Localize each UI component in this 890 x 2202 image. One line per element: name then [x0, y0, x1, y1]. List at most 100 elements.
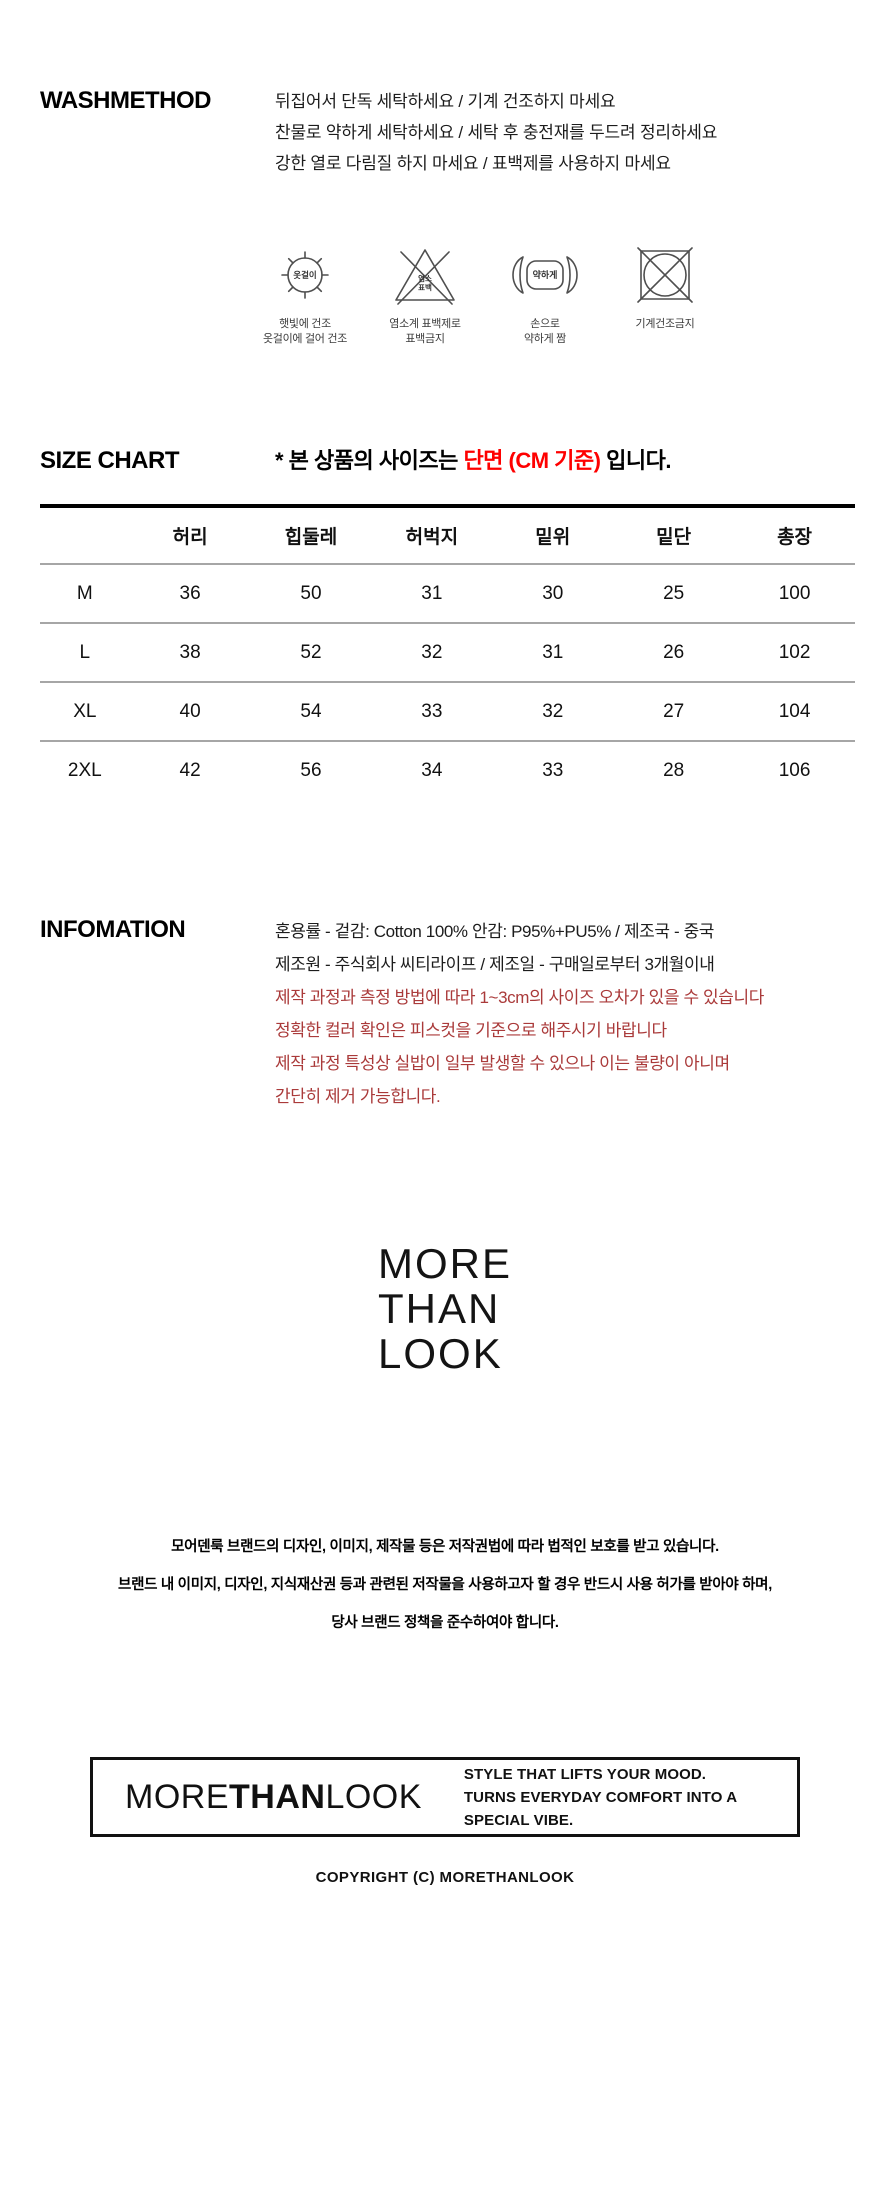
column-header-rise: 밑위 — [492, 506, 614, 565]
no-bleach-caption-line-1: 염소계 표백제로 — [389, 318, 461, 330]
size-label: 2XL — [67, 759, 102, 781]
no-bleach-icon-label-1: 염소 — [418, 273, 432, 283]
measure-cell: 40 — [179, 700, 201, 722]
measure-cell: 27 — [663, 700, 685, 722]
wordmark-line-more: MORE — [378, 1240, 512, 1287]
sun-dry-caption: 햇빛에 건조 옷걸이에 걸어 건조 — [245, 317, 365, 347]
column-header-hip: 힙둘레 — [250, 506, 372, 565]
info-warning-line-3: 제작 과정 특성상 실밥이 일부 발생할 수 있으나 이는 불량이 아니며 — [275, 1054, 730, 1073]
size-chart-note-red: 단면 (CM 기준) — [463, 448, 601, 473]
wash-method-heading: WASHMETHOD — [40, 87, 212, 114]
size-label: M — [76, 582, 93, 604]
sun-dry-caption-line-1: 햇빛에 건조 — [279, 318, 331, 330]
no-chlorine-bleach-icon: 염소 표백 — [395, 249, 455, 305]
table-row-l: L 38 52 32 31 26 102 — [40, 623, 855, 682]
hand-wring-gently-icon: 약하게 — [512, 256, 578, 294]
size-label: L — [79, 641, 91, 663]
sun-dry-icon-label: 옷걸이 — [293, 270, 316, 280]
measure-cell: 104 — [778, 700, 811, 722]
wash-instructions: 뒤집어서 단독 세탁하세요 / 기계 건조하지 마세요 찬물로 약하게 세탁하세… — [275, 86, 717, 179]
column-header-length: 총장 — [734, 506, 855, 565]
measure-cell: 31 — [542, 641, 564, 663]
brand-tagline-line-1: STYLE THAT LIFTS YOUR MOOD. — [463, 1765, 707, 1783]
wring-gently-caption-line-2: 약하게 짬 — [523, 333, 567, 345]
legal-line-2: 브랜드 내 이미지, 디자인, 지식재산권 등과 관련된 저작물을 사용하고자 … — [118, 1577, 772, 1593]
size-chart-heading: SIZE CHART — [40, 447, 180, 474]
information-heading-col: INFOMATION — [0, 915, 275, 945]
sun-dry-icon: 옷걸이 — [281, 251, 329, 299]
info-warning-line-2: 정확한 컬러 확인은 피스컷을 기준으로 해주시기 바랍니다 — [275, 1021, 667, 1040]
measure-cell: 26 — [663, 641, 685, 663]
wash-instruction-line-2: 찬물로 약하게 세탁하세요 / 세탁 후 충전재를 두드려 정리하세요 — [275, 123, 718, 142]
size-chart-table: 허리 힙둘레 허벅지 밑위 밑단 총장 M 36 50 31 30 25 100… — [40, 504, 855, 799]
measure-cell: 106 — [778, 759, 811, 781]
info-composition-line: 혼용률 - 겉감: Cotton 100% 안감: P95%+PU5% / 제조… — [275, 922, 715, 941]
legal-line-1: 모어덴룩 브랜드의 디자인, 이미지, 제작물 등은 저작권법에 따라 법적인 … — [171, 1539, 719, 1555]
measure-cell: 38 — [179, 641, 201, 663]
measure-cell: 54 — [300, 700, 322, 722]
size-chart-section: SIZE CHART * 본 상품의 사이즈는 단면 (CM 기준) 입니다. — [0, 443, 890, 476]
wash-method-heading-col: WASHMETHOD — [0, 86, 275, 116]
wring-gently-icon-label: 약하게 — [533, 269, 558, 280]
wash-method-section: WASHMETHOD 뒤집어서 단독 세탁하세요 / 기계 건조하지 마세요 찬… — [0, 86, 890, 179]
legal-line-3: 당사 브랜드 정책을 준수하여야 합니다. — [331, 1615, 559, 1631]
size-label: XL — [73, 700, 97, 722]
no-bleach-caption: 염소계 표백제로 표백금지 — [365, 317, 485, 347]
laundry-symbols-row: 옷걸이 햇빛에 건조 옷걸이에 걸어 건조 염소 표백 염소계 표백제로 표백금… — [245, 243, 890, 347]
measure-cell: 34 — [421, 759, 443, 781]
info-warning-line-4: 간단히 제거 가능합니다. — [275, 1087, 441, 1106]
brand-tagline: STYLE THAT LIFTS YOUR MOOD. TURNS EVERYD… — [464, 1763, 797, 1832]
information-heading: INFOMATION — [40, 916, 186, 943]
measure-cell: 25 — [663, 582, 685, 604]
size-chart-table-body: M 36 50 31 30 25 100 L 38 52 32 31 26 10… — [40, 564, 855, 799]
size-chart-note: * 본 상품의 사이즈는 단면 (CM 기준) 입니다. — [275, 443, 671, 475]
information-section: INFOMATION 혼용률 - 겉감: Cotton 100% 안감: P95… — [0, 915, 890, 1113]
wordmark-line-than: THAN — [378, 1285, 501, 1332]
measure-cell: 28 — [663, 759, 685, 781]
measure-cell: 33 — [421, 700, 443, 722]
wordmark-line-look: LOOK — [378, 1330, 503, 1377]
size-chart-table-head: 허리 힙둘레 허벅지 밑위 밑단 총장 — [40, 506, 855, 565]
laundry-symbol-no-tumble-dry: 기계건조금지 — [605, 243, 725, 347]
info-manufacturer-line: 제조원 - 주식회사 씨티라이프 / 제조일 - 구매일로부터 3개월이내 — [275, 955, 715, 974]
brand-wordmark-wrap: MORE THAN LOOK — [0, 1241, 890, 1376]
sun-dry-caption-line-2: 옷걸이에 걸어 건조 — [262, 333, 348, 345]
column-header-waist: 허리 — [129, 506, 251, 565]
size-chart-header-row: 허리 힙둘레 허벅지 밑위 밑단 총장 — [40, 506, 855, 565]
measure-cell: 36 — [179, 582, 201, 604]
no-tumble-dry-caption: 기계건조금지 — [605, 317, 725, 332]
brand-logo-text: MORETHANLOOK — [125, 1778, 422, 1817]
wash-instruction-line-1: 뒤집어서 단독 세탁하세요 / 기계 건조하지 마세요 — [275, 92, 616, 111]
brand-wordmark: MORE THAN LOOK — [378, 1241, 512, 1376]
wring-gently-caption-line-1: 손으로 — [530, 318, 560, 330]
measure-cell: 32 — [542, 700, 564, 722]
wring-gently-caption: 손으로 약하게 짬 — [485, 317, 605, 347]
brand-tagline-line-2: TURNS EVERYDAY COMFORT INTO A SPECIAL VI… — [463, 1788, 737, 1829]
no-bleach-caption-line-2: 표백금지 — [405, 333, 445, 345]
copyright-text: COPYRIGHT (C) MORETHANLOOK — [315, 1869, 575, 1886]
measure-cell: 31 — [421, 582, 443, 604]
info-warning-line-1: 제작 과정과 측정 방법에 따라 1~3cm의 사이즈 오차가 있을 수 있습니… — [275, 988, 764, 1007]
no-tumble-dry-icon — [637, 247, 693, 303]
measure-cell: 102 — [778, 641, 811, 663]
column-header-thigh: 허벅지 — [371, 506, 493, 565]
brand-logo-part-look: LOOK — [325, 1777, 422, 1816]
size-chart-note-suffix: 입니다. — [600, 448, 671, 473]
no-bleach-icon-label-2: 표백 — [418, 282, 432, 292]
measure-cell: 32 — [421, 641, 443, 663]
measure-cell: 42 — [179, 759, 201, 781]
wash-instruction-line-3: 강한 열로 다림질 하지 마세요 / 표백제를 사용하지 마세요 — [275, 154, 671, 173]
size-chart-heading-col: SIZE CHART — [0, 446, 275, 476]
size-chart-note-prefix: * 본 상품의 사이즈는 — [275, 448, 464, 473]
brand-logo-part-than: THAN — [229, 1777, 326, 1816]
brand-logo-box: MORETHANLOOK STYLE THAT LIFTS YOUR MOOD.… — [90, 1757, 800, 1837]
laundry-symbol-no-bleach: 염소 표백 염소계 표백제로 표백금지 — [365, 243, 485, 347]
measure-cell: 56 — [300, 759, 322, 781]
information-lines: 혼용률 - 겉감: Cotton 100% 안감: P95%+PU5% / 제조… — [275, 915, 764, 1113]
no-tumble-dry-caption-line-1: 기계건조금지 — [635, 318, 695, 330]
table-row-xl: XL 40 54 33 32 27 104 — [40, 682, 855, 741]
measure-cell: 100 — [778, 582, 811, 604]
legal-notice: 모어덴룩 브랜드의 디자인, 이미지, 제작물 등은 저작권법에 따라 법적인 … — [0, 1528, 890, 1642]
laundry-symbol-wring-gently: 약하게 손으로 약하게 짬 — [485, 243, 605, 347]
measure-cell: 52 — [300, 641, 322, 663]
